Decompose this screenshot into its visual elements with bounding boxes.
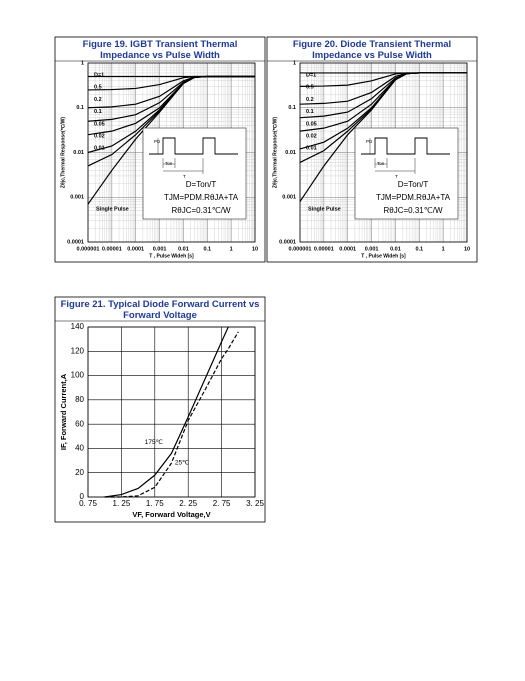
series-line: [87, 75, 255, 205]
series-label: 0.05: [94, 121, 105, 127]
series-label: 0.2: [306, 97, 314, 103]
chart-frame: [54, 36, 266, 263]
series-label: 175℃: [145, 439, 164, 446]
x-tick-label: 10: [464, 246, 470, 252]
series-label: 0.01: [94, 146, 105, 152]
plot-frame: [87, 326, 256, 498]
y-tick-label: 100: [71, 371, 85, 380]
series-line: [104, 326, 229, 498]
x-axis-label: VF, Forward Voltage,V: [132, 510, 210, 519]
x-tick-label: 1: [442, 246, 445, 252]
annotation: D=Ton/T: [186, 180, 217, 189]
x-tick-label: 0.001: [365, 246, 379, 252]
x-tick-label: 0.000001: [289, 246, 312, 252]
series-label: 0.2: [94, 97, 102, 103]
chart-frame: [266, 36, 478, 263]
y-tick-label: 0.1: [288, 105, 296, 111]
y-axis-label: Zθjc,Thermal Response(℃/W): [271, 117, 278, 188]
pulse-dims: [157, 138, 204, 174]
inset-label: PD: [154, 139, 161, 144]
annotation: TJM=PDM.RθJA+TA: [376, 193, 451, 202]
x-tick-label: 0. 75: [79, 499, 97, 508]
inset: PD Ton TD=Ton/T TJM=PDM.RθJA+TA RθJC=0.31℃/W: [142, 127, 247, 220]
pulse-diagram: [361, 137, 450, 155]
y-tick-label: 1: [81, 60, 84, 66]
series-label: 0.01: [306, 146, 317, 152]
chart-title: Figure 21. Typical Diode Forward Current…: [60, 299, 260, 321]
x-tick-label: 0.01: [390, 246, 401, 252]
x-tick-label: 0.01: [178, 246, 189, 252]
chart-title: Figure 20. Diode Transient Thermal Imped…: [292, 39, 452, 61]
x-tick-label: 1. 75: [146, 499, 164, 508]
inset: PD Ton TD=Ton/T TJM=PDM.RθJA+TA RθJC=0.31℃/W: [354, 127, 459, 220]
y-axis-label: Zθjc,Thermal Response(℃/W): [59, 117, 66, 188]
y-tick-label: 120: [71, 346, 85, 355]
x-tick-label: 0.001: [153, 246, 167, 252]
annotation: RθJC=0.31℃/W: [171, 206, 230, 215]
pulse-diagram: [149, 137, 238, 155]
x-tick-label: 0.00001: [314, 246, 334, 252]
y-tick-label: 60: [75, 419, 84, 428]
annotation: D=Ton/T: [398, 180, 429, 189]
y-tick-label: 20: [75, 468, 84, 477]
series-line: [104, 331, 239, 498]
series-label: 0.5: [94, 85, 102, 91]
chart-frame: [54, 296, 266, 523]
y-tick-label: 0.001: [282, 195, 296, 201]
series-label: 0.1: [306, 109, 314, 115]
x-tick-label: 0.0001: [339, 246, 356, 252]
y-tick-label: 0.01: [73, 150, 84, 156]
x-tick-label: 0.1: [415, 246, 423, 252]
series-label: 0.1: [94, 109, 102, 115]
y-tick-label: 0.1: [76, 105, 84, 111]
inset-label: T: [183, 174, 186, 179]
y-tick-label: 0.001: [70, 195, 84, 201]
inset-box: [142, 127, 247, 220]
x-tick-label: 1. 25: [113, 499, 131, 508]
x-tick-label: 1: [230, 246, 233, 252]
x-tick-label: 0.000001: [77, 246, 100, 252]
y-tick-label: 0.01: [285, 150, 296, 156]
y-tick-label: 0: [80, 492, 85, 501]
annotation: TJM=PDM.RθJA+TA: [164, 193, 239, 202]
inset-label: Ton: [377, 161, 385, 166]
x-tick-label: 2. 75: [213, 499, 231, 508]
series-label: 25℃: [175, 460, 190, 467]
pulse-dims: [369, 138, 416, 174]
x-tick-label: 3. 25: [246, 499, 264, 508]
series-line: [299, 72, 467, 202]
x-tick-label: 10: [252, 246, 258, 252]
x-axis-label: T , Pulse Wideh [s]: [361, 253, 406, 259]
plot-frame: [299, 62, 468, 243]
inset-box: [354, 127, 459, 220]
y-tick-label: 140: [71, 322, 85, 331]
x-tick-label: 0.0001: [127, 246, 144, 252]
y-tick-label: 1: [293, 60, 296, 66]
series-label: 0.02: [94, 133, 105, 139]
series-label: D=1: [306, 72, 316, 78]
series-label: 0.5: [306, 85, 314, 91]
inset-label: T: [395, 174, 398, 179]
x-tick-label: 2. 25: [179, 499, 197, 508]
series-label: 0.05: [306, 121, 317, 127]
series-label: Single Pulse: [96, 206, 129, 212]
chart-title: Figure 19. IGBT Transient Thermal Impeda…: [82, 39, 238, 61]
series-label: 0.02: [306, 133, 317, 139]
y-tick-label: 0.0001: [67, 239, 84, 245]
x-tick-label: 0.00001: [102, 246, 122, 252]
inset-label: PD: [366, 139, 373, 144]
y-tick-label: 40: [75, 444, 84, 453]
series-label: Single Pulse: [308, 206, 341, 212]
y-tick-label: 0.0001: [279, 239, 296, 245]
inset-label: Ton: [165, 161, 173, 166]
y-axis-label: IF, Forward Current,A: [59, 373, 68, 450]
x-axis-label: T , Pulse Wideh [s]: [149, 253, 194, 259]
y-tick-label: 80: [75, 395, 84, 404]
annotation: RθJC=0.31℃/W: [383, 206, 442, 215]
series-label: D=1: [94, 72, 104, 78]
x-tick-label: 0.1: [203, 246, 211, 252]
